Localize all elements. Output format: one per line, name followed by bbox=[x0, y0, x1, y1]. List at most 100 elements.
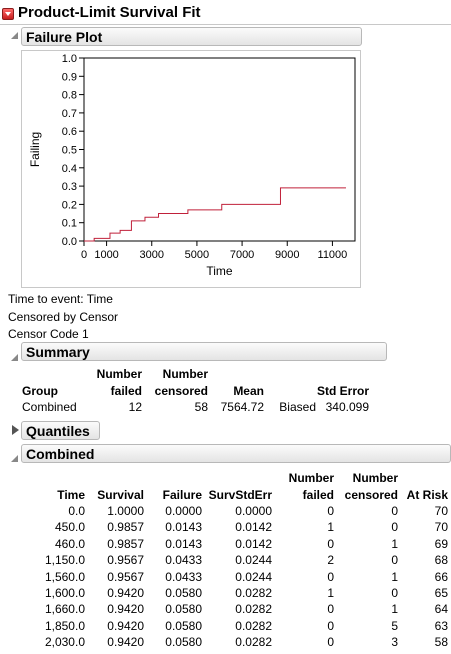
report-title: Product-Limit Survival Fit bbox=[18, 4, 201, 21]
cell-survival: 0.9857 bbox=[107, 536, 144, 551]
cell-failure: 0.0433 bbox=[165, 553, 202, 568]
summary-col-std-error: Std Error bbox=[316, 383, 369, 398]
summary-biased: Biased bbox=[279, 399, 316, 414]
summary-table: Number Number Group failed censored Mean… bbox=[22, 366, 369, 415]
cell-survival: 0.9420 bbox=[107, 602, 144, 617]
cell-time: 0.0 bbox=[68, 503, 85, 518]
cell-time: 1,600.0 bbox=[44, 585, 85, 600]
cell-survival: 0.9420 bbox=[107, 585, 144, 600]
cell-time: 460.0 bbox=[54, 536, 85, 551]
cell-failed: 0 bbox=[327, 635, 334, 650]
table-row: 1,150.0 0.9567 0.0433 0.0244 2 0 68 bbox=[32, 552, 448, 568]
cell-failure: 0.0580 bbox=[165, 618, 202, 633]
cell-at-risk: 66 bbox=[434, 569, 448, 584]
y-tick-label: 0.3 bbox=[62, 181, 77, 193]
failure-plot-frame: 0.0 0.1 0.2 0.3 0.4 0.5 0.6 0.7 0.8 0.9 1.0 0 1000 30… bbox=[21, 50, 361, 288]
x-tick-label: 0 bbox=[81, 249, 87, 261]
cell-failed: 2 bbox=[327, 553, 334, 568]
combined-header[interactable]: Combined bbox=[21, 444, 451, 463]
failure-plot-header[interactable]: Failure Plot bbox=[21, 27, 362, 46]
y-tick-label: 0.9 bbox=[62, 71, 77, 83]
failure-plot-disclosure-icon[interactable] bbox=[11, 32, 18, 39]
summary-col-censored-2: censored bbox=[154, 383, 208, 398]
combined-table: Number Number Time Survival Failure Surv… bbox=[32, 470, 448, 650]
failure-plot-chart[interactable]: 0.0 0.1 0.2 0.3 0.4 0.5 0.6 0.7 0.8 0.9 1.0 0 1000 30… bbox=[22, 51, 360, 287]
summary-col-failed-2: failed bbox=[110, 383, 142, 398]
cell-survival: 0.9420 bbox=[107, 635, 144, 650]
cell-survival: 0.9420 bbox=[107, 618, 144, 633]
x-axis-label: Time bbox=[206, 264, 233, 278]
x-tick-label: 11000 bbox=[318, 249, 348, 261]
y-tick-label: 0.1 bbox=[62, 218, 77, 230]
cell-failure: 0.0143 bbox=[165, 536, 202, 551]
summary-header[interactable]: Summary bbox=[21, 342, 387, 361]
summary-col-mean: Mean bbox=[233, 383, 264, 398]
cell-at-risk: 68 bbox=[434, 553, 448, 568]
cell-se: 0.0244 bbox=[235, 553, 272, 568]
cell-censored: 0 bbox=[391, 585, 398, 600]
censor-code-label: Censor Code 1 bbox=[8, 327, 89, 341]
cell-se: 0.0142 bbox=[235, 520, 272, 535]
combined-disclosure-icon[interactable] bbox=[11, 455, 18, 462]
table-row: 460.0 0.9857 0.0143 0.0142 0 1 69 bbox=[32, 536, 448, 552]
combined-col-at-risk: At Risk bbox=[406, 487, 448, 502]
cell-time: 2,030.0 bbox=[44, 635, 85, 650]
cell-se: 0.0142 bbox=[235, 536, 272, 551]
cell-failed: 0 bbox=[327, 569, 334, 584]
cell-time: 1,850.0 bbox=[44, 618, 85, 633]
failure-plot-title: Failure Plot bbox=[26, 28, 103, 45]
cell-at-risk: 65 bbox=[434, 585, 448, 600]
summary-col-censored-1: Number bbox=[162, 367, 208, 382]
y-tick-label: 0.7 bbox=[62, 108, 77, 120]
y-tick-label: 0.8 bbox=[62, 90, 77, 102]
summary-std-error: 340.099 bbox=[325, 399, 369, 414]
cell-censored: 1 bbox=[391, 602, 398, 617]
cell-survival: 0.9567 bbox=[107, 569, 144, 584]
cell-failure: 0.0143 bbox=[165, 520, 202, 535]
failure-step-line bbox=[84, 187, 346, 242]
summary-mean: 7564.72 bbox=[220, 399, 264, 414]
cell-censored: 1 bbox=[391, 536, 398, 551]
cell-failed: 0 bbox=[327, 602, 334, 617]
summary-disclosure-icon[interactable] bbox=[11, 354, 18, 361]
cell-at-risk: 63 bbox=[434, 618, 448, 633]
x-tick-label: 1000 bbox=[94, 249, 118, 261]
combined-col-failed-2: failed bbox=[302, 487, 334, 502]
cell-se: 0.0244 bbox=[235, 569, 272, 584]
cell-se: 0.0282 bbox=[235, 618, 272, 633]
cell-se: 0.0282 bbox=[235, 585, 272, 600]
cell-at-risk: 58 bbox=[434, 635, 448, 650]
summary-col-failed-1: Number bbox=[96, 367, 142, 382]
x-tick-label: 5000 bbox=[185, 249, 209, 261]
combined-col-failure: Failure bbox=[162, 487, 202, 502]
y-tick-label: 0.2 bbox=[62, 199, 77, 211]
red-triangle-menu-icon[interactable] bbox=[2, 8, 14, 20]
summary-group: Combined bbox=[22, 399, 77, 414]
table-row: 1,660.0 0.9420 0.0580 0.0282 0 1 64 bbox=[32, 601, 448, 617]
cell-failure: 0.0000 bbox=[165, 503, 202, 518]
cell-failure: 0.0580 bbox=[165, 585, 202, 600]
cell-censored: 1 bbox=[391, 569, 398, 584]
cell-at-risk: 70 bbox=[434, 520, 448, 535]
quantiles-disclosure-icon[interactable] bbox=[12, 425, 19, 435]
quantiles-title: Quantiles bbox=[26, 422, 90, 439]
cell-censored: 5 bbox=[391, 618, 398, 633]
cell-se: 0.0282 bbox=[235, 635, 272, 650]
y-tick-label: 0.0 bbox=[62, 236, 77, 248]
y-tick-label: 0.4 bbox=[62, 163, 77, 175]
cell-se: 0.0282 bbox=[235, 602, 272, 617]
table-row: 1,560.0 0.9567 0.0433 0.0244 0 1 66 bbox=[32, 568, 448, 584]
cell-censored: 0 bbox=[391, 503, 398, 518]
summary-title: Summary bbox=[26, 343, 90, 360]
cell-at-risk: 69 bbox=[434, 536, 448, 551]
plot-area-border bbox=[83, 57, 356, 242]
table-row: 0.0 1.0000 0.0000 0.0000 0 0 70 bbox=[32, 503, 448, 519]
combined-title: Combined bbox=[26, 445, 95, 462]
cell-censored: 0 bbox=[391, 553, 398, 568]
combined-col-survival: Survival bbox=[97, 487, 144, 502]
summary-row: Combined 12 58 7564.72 Biased 340.099 bbox=[22, 399, 369, 415]
cell-censored: 3 bbox=[391, 635, 398, 650]
censored-by-label: Censored by Censor bbox=[8, 310, 119, 324]
summary-censored: 58 bbox=[194, 399, 208, 414]
quantiles-header[interactable]: Quantiles bbox=[21, 421, 100, 440]
